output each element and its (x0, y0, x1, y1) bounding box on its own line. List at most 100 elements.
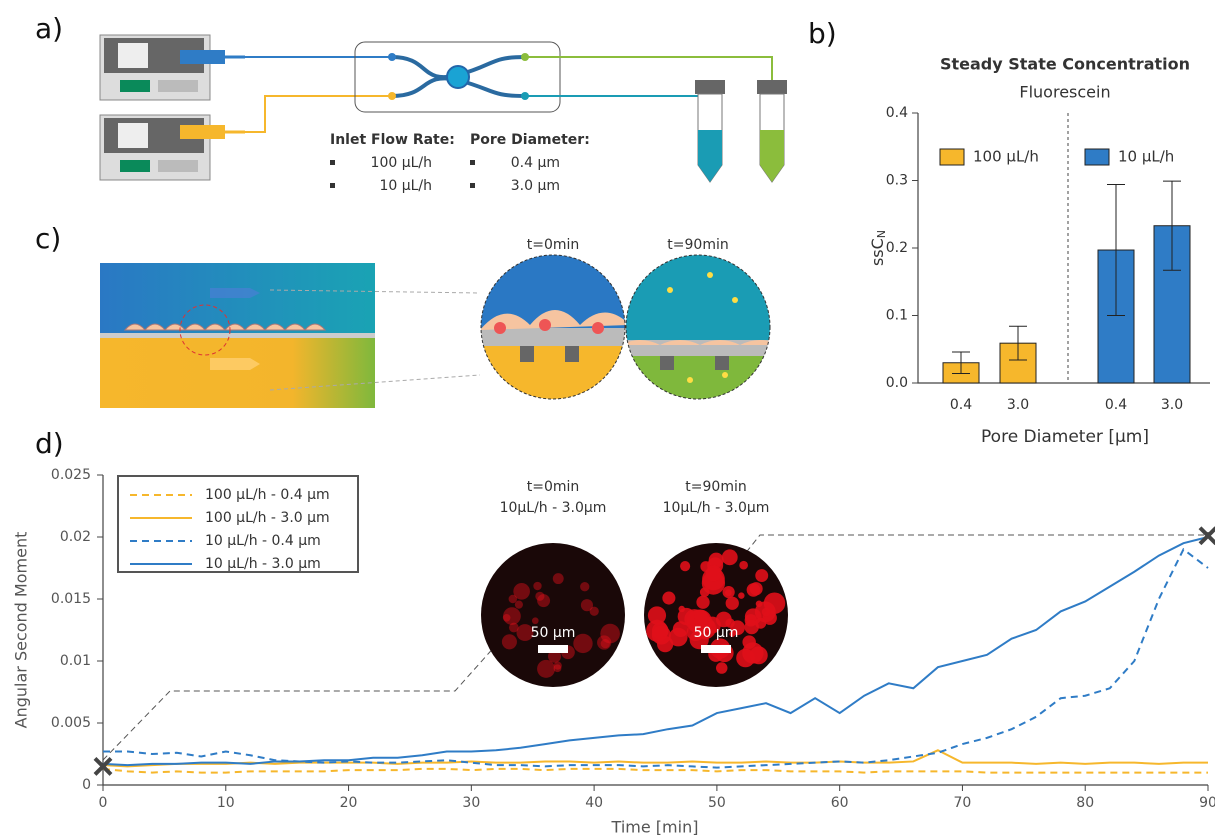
x-tick-label: 50 (708, 795, 726, 811)
time-marker (1200, 528, 1215, 544)
x-tick-label: 0.4 (1105, 397, 1127, 413)
x-tick-label: 80 (1076, 795, 1094, 811)
cell (722, 549, 738, 565)
legend-swatch (1085, 149, 1109, 165)
cell (509, 623, 519, 633)
scale-bar (701, 645, 731, 653)
snapshot-label: t=0min (527, 237, 580, 253)
chart-subtitle: Fluorescein (1019, 83, 1110, 102)
y-tick-label: 0.015 (51, 591, 91, 607)
legend-item: 10 µL/h (379, 178, 432, 194)
legend-item: 100 µL/h (371, 155, 432, 171)
cell (755, 569, 768, 582)
y-tick-label: 0.2 (886, 240, 908, 256)
cell (601, 639, 610, 648)
cell (532, 617, 539, 624)
x-tick-label: 3.0 (1007, 397, 1029, 413)
inset-label: t=0min (527, 479, 580, 495)
cell (537, 660, 555, 678)
cell (739, 561, 748, 570)
inset-label: t=90min (685, 479, 746, 495)
pump (100, 35, 245, 180)
cell (755, 618, 766, 629)
channel-diagram (100, 255, 780, 408)
x-tick-label: 30 (462, 795, 480, 811)
legend-swatch (940, 149, 964, 165)
x-tick-label: 3.0 (1161, 397, 1183, 413)
panel-label: d) (35, 427, 64, 460)
snapshot-label: t=90min (667, 237, 728, 253)
series-line (103, 750, 1208, 766)
legend-label: 10 µL/h - 0.4 µm (205, 533, 321, 549)
cell (706, 565, 722, 581)
y-tick-label: 0.4 (886, 105, 908, 121)
cell (553, 573, 564, 584)
cell (581, 599, 593, 611)
scale-bar (538, 645, 568, 653)
cell (657, 636, 673, 652)
cell (700, 587, 710, 597)
cell (756, 600, 763, 607)
legend-item: 3.0 µm (511, 178, 560, 194)
cell (696, 596, 709, 609)
cell (573, 634, 592, 653)
legend-label: 100 µL/h (973, 148, 1039, 166)
x-tick-label: 70 (954, 795, 972, 811)
inset-label: 10µL/h - 3.0µm (500, 500, 607, 516)
x-tick-label: 0 (99, 795, 108, 811)
y-tick-label: 0.01 (60, 653, 91, 669)
scale-bar-label: 50 µm (531, 625, 576, 641)
cell (750, 582, 763, 595)
legend-label: 100 µL/h - 0.4 µm (205, 487, 330, 503)
panel-label: a) (35, 12, 63, 45)
chart-title: Steady State Concentration (940, 55, 1190, 74)
cell (678, 608, 695, 625)
legend-title: Inlet Flow Rate: (330, 132, 455, 148)
legend-label: 100 µL/h - 3.0 µm (205, 510, 330, 526)
y-axis-label-main: ssC (868, 238, 887, 266)
series-line (103, 769, 1208, 773)
cell (723, 586, 735, 598)
cell (762, 608, 771, 617)
cell (662, 592, 675, 605)
y-tick-label: 0.0 (886, 375, 908, 391)
cell (515, 601, 523, 609)
cell (513, 583, 530, 600)
x-tick-label: 40 (585, 795, 603, 811)
y-tick-label: 0.1 (886, 308, 908, 324)
y-tick-label: 0.02 (60, 529, 91, 545)
y-tick-label: 0.005 (51, 715, 91, 731)
x-tick-label: 10 (217, 795, 235, 811)
legend-label: 10 µL/h (1118, 148, 1174, 166)
cell (742, 642, 763, 663)
x-axis-label: Pore Diameter [µm] (981, 427, 1149, 447)
cell (716, 662, 727, 673)
panel-label: b) (808, 17, 837, 50)
x-axis-label: Time [min] (611, 818, 699, 837)
panel-label: c) (35, 222, 61, 255)
cell (680, 561, 690, 571)
x-tick-label: 90 (1199, 795, 1215, 811)
y-axis-label-subscript: N (875, 230, 888, 238)
cell (726, 597, 739, 610)
x-tick-label: 60 (831, 795, 849, 811)
y-tick-label: 0.025 (51, 467, 91, 483)
scale-bar-label: 50 µm (694, 625, 739, 641)
cell (580, 582, 589, 591)
y-axis-label: Angular Second Moment (12, 532, 31, 729)
x-tick-label: 0.4 (950, 397, 972, 413)
cell (535, 592, 544, 601)
legend-item: 0.4 µm (511, 155, 560, 171)
x-tick-label: 20 (340, 795, 358, 811)
cell (738, 592, 744, 598)
cell (503, 607, 521, 625)
inset-label: 10µL/h - 3.0µm (663, 500, 770, 516)
legend-title: Pore Diameter: (470, 132, 590, 148)
cell (502, 634, 517, 649)
y-tick-label: 0.3 (886, 173, 908, 189)
y-tick-label: 0 (82, 777, 91, 793)
legend-label: 10 µL/h - 3.0 µm (205, 556, 321, 572)
cell (709, 553, 724, 568)
figure: a) Inlet Flow Rate: 100 µL/h 10 µL/h Por… (0, 0, 1215, 839)
cell (533, 582, 541, 590)
